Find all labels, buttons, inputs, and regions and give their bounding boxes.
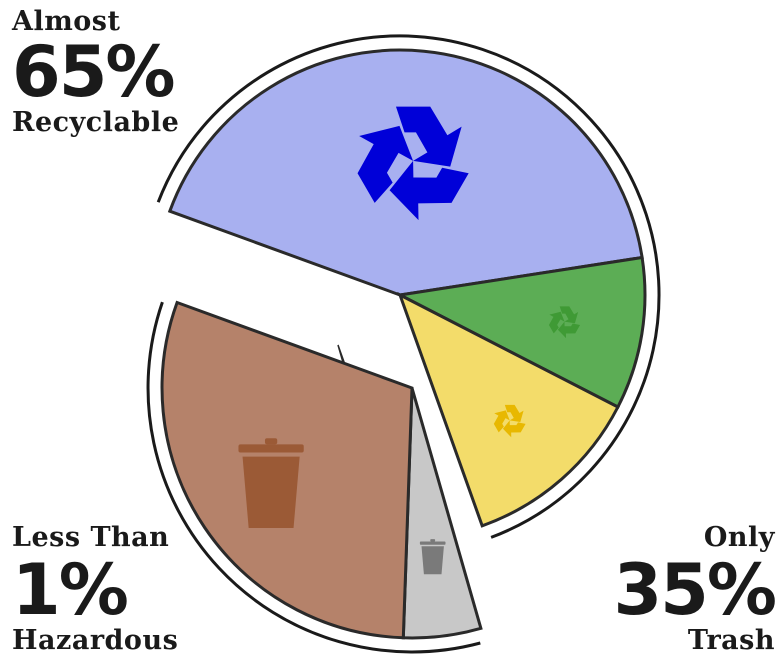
pie-outline-group [146, 34, 661, 654]
recyclable-prefix: Almost [12, 6, 121, 37]
trash-prefix: Only [703, 522, 775, 553]
trash-can-icon [419, 539, 446, 575]
recyclable-callout: Almost 65% Recyclable [12, 8, 179, 136]
trash-can-icon [238, 438, 304, 528]
outline-arc-trash [146, 301, 481, 654]
recyclable-label: Recyclable [12, 107, 180, 138]
trash-callout: Only 35% Trash [613, 522, 777, 656]
trash-percent: 35% [613, 549, 777, 631]
pie-slice-recyclable-1 [395, 255, 647, 410]
hazardous-callout: Less Than 1% Hazardous [12, 524, 178, 654]
trash-label: Trash [687, 625, 775, 656]
hazardous-percent: 1% [12, 549, 129, 631]
recyclable-percent: 65% [12, 31, 176, 113]
outline-arc-recyclable [156, 34, 661, 539]
hazardous-prefix: Less Than [12, 522, 170, 553]
hazardous-label: Hazardous [12, 625, 179, 656]
